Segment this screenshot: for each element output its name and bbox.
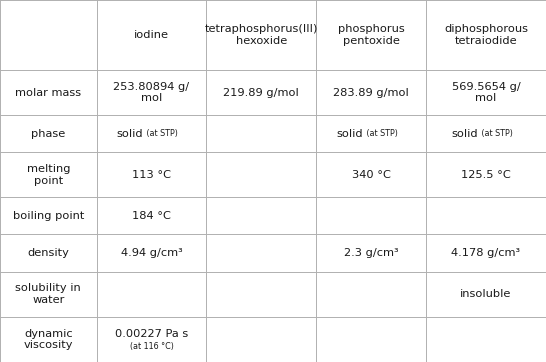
Text: melting
point: melting point: [27, 164, 70, 186]
Text: diphosphorous
tetraiodide: diphosphorous tetraiodide: [444, 24, 528, 46]
Text: solubility in
water: solubility in water: [15, 283, 81, 305]
Text: tetraphosphorus(III)
hexoxide: tetraphosphorus(III) hexoxide: [205, 24, 318, 46]
Text: solid: solid: [336, 129, 363, 139]
Text: 4.94 g/cm³: 4.94 g/cm³: [121, 248, 182, 258]
Text: 0.00227 Pa s: 0.00227 Pa s: [115, 329, 188, 339]
Text: iodine: iodine: [134, 30, 169, 40]
Text: 113 °C: 113 °C: [132, 170, 171, 180]
Text: 219.89 g/mol: 219.89 g/mol: [223, 88, 299, 97]
Text: (at STP): (at STP): [144, 129, 178, 138]
Text: insoluble: insoluble: [460, 289, 512, 299]
Text: 4.178 g/cm³: 4.178 g/cm³: [452, 248, 520, 258]
Text: solid: solid: [117, 129, 144, 139]
Text: phase: phase: [31, 129, 66, 139]
Text: molar mass: molar mass: [15, 88, 81, 97]
Text: dynamic
viscosity: dynamic viscosity: [23, 329, 73, 350]
Text: solid: solid: [451, 129, 478, 139]
Text: density: density: [27, 248, 69, 258]
Text: 253.80894 g/
mol: 253.80894 g/ mol: [114, 82, 189, 104]
Text: 125.5 °C: 125.5 °C: [461, 170, 511, 180]
Text: 569.5654 g/
mol: 569.5654 g/ mol: [452, 82, 520, 104]
Text: 340 °C: 340 °C: [352, 170, 390, 180]
Text: phosphorus
pentoxide: phosphorus pentoxide: [338, 24, 405, 46]
Text: 184 °C: 184 °C: [132, 211, 171, 221]
Text: 2.3 g/cm³: 2.3 g/cm³: [344, 248, 399, 258]
Text: (at STP): (at STP): [364, 129, 398, 138]
Text: 283.89 g/mol: 283.89 g/mol: [333, 88, 409, 97]
Text: (at STP): (at STP): [479, 129, 513, 138]
Text: (at 116 °C): (at 116 °C): [129, 342, 174, 351]
Text: boiling point: boiling point: [13, 211, 84, 221]
